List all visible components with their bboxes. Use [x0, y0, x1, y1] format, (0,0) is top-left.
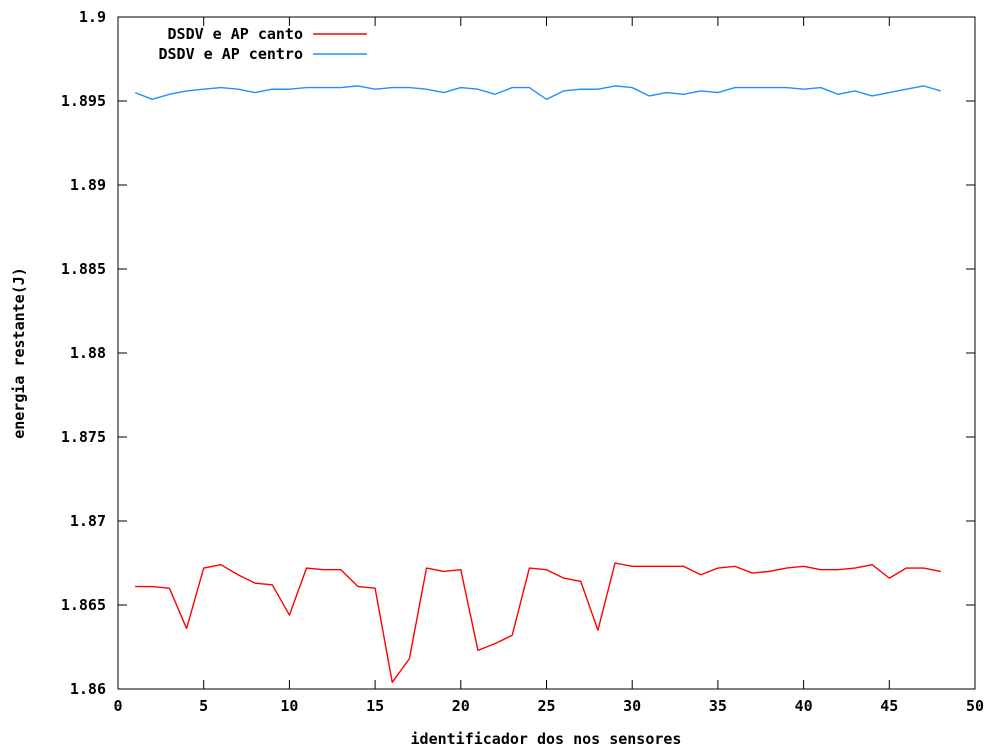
x-axis-label: identificador dos nos sensores [411, 730, 682, 748]
x-tick-label: 30 [623, 697, 641, 715]
legend-label-1: DSDV e AP canto [168, 25, 303, 43]
y-tick-label: 1.875 [61, 428, 106, 446]
y-tick-label: 1.86 [70, 680, 106, 698]
y-tick-label: 1.88 [70, 344, 106, 362]
y-tick-label: 1.87 [70, 512, 106, 530]
x-tick-label: 15 [366, 697, 384, 715]
x-tick-label: 5 [199, 697, 208, 715]
y-tick-label: 1.865 [61, 596, 106, 614]
y-axis: 1.86 1.865 1.87 1.875 1.88 1.885 1.89 1.895 1.9 [61, 8, 975, 698]
y-tick-label: 1.885 [61, 260, 106, 278]
plot-frame [117, 16, 976, 690]
x-tick-label: 25 [537, 697, 555, 715]
y-tick-label: 1.895 [61, 92, 106, 110]
x-tick-label: 35 [709, 697, 727, 715]
legend-label-2: DSDV e AP centro [159, 45, 304, 63]
x-tick-label: 50 [966, 697, 984, 715]
legend: DSDV e AP canto DSDV e AP centro [159, 25, 367, 63]
x-tick-label: 40 [795, 697, 813, 715]
y-tick-label: 1.9 [79, 8, 106, 26]
x-tick-label: 10 [280, 697, 298, 715]
x-tick-label: 20 [452, 697, 470, 715]
series-line-2 [134, 85, 941, 101]
x-tick-label: 0 [113, 697, 122, 715]
y-tick-label: 1.89 [70, 176, 106, 194]
series-layer [134, 85, 941, 683]
series-line-1 [135, 562, 941, 683]
x-axis: 0 5 10 15 20 25 30 35 40 45 50 [113, 17, 984, 715]
x-tick-label: 45 [880, 697, 898, 715]
y-axis-label: energia restante(J) [10, 267, 28, 439]
